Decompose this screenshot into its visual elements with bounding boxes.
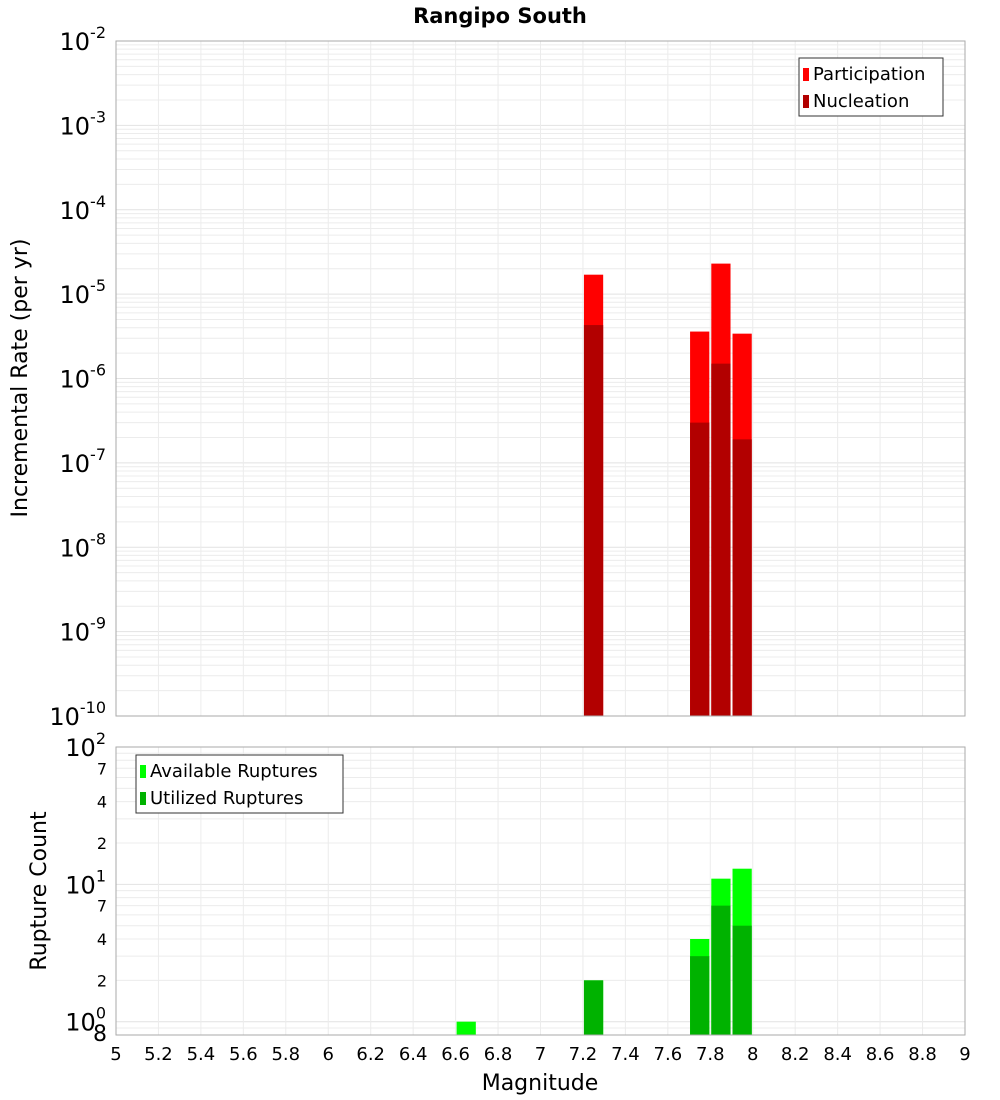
x-tick-label: 8.6: [866, 1044, 895, 1065]
y-tick-label: 102: [65, 729, 106, 762]
x-tick-label: 6.6: [441, 1044, 470, 1065]
legend-label: Participation: [813, 64, 925, 85]
legend-label: Utilized Ruptures: [150, 788, 303, 809]
y-tick-label: 10-4: [60, 192, 107, 225]
x-tick-label: 5.8: [271, 1044, 300, 1065]
x-tick-label: 7.2: [569, 1044, 598, 1065]
x-tick-label: 7.4: [611, 1044, 640, 1065]
count-bar-available-ruptures: [456, 1021, 476, 1035]
legend-swatch: [140, 792, 146, 805]
x-tick-label: 8.8: [908, 1044, 937, 1065]
y-tick-label: 10-6: [60, 361, 107, 394]
plot-frame: [115, 746, 966, 1036]
x-tick-label: 7.6: [654, 1044, 683, 1065]
y-minor-tick-label: 2: [97, 971, 107, 990]
rate-bar-nucleation: [732, 439, 752, 716]
rate-bar-nucleation: [711, 363, 731, 716]
count-bar-utilized-ruptures: [583, 980, 604, 1035]
x-tick-label: 9: [959, 1044, 970, 1065]
x-tick-label: 8.4: [823, 1044, 852, 1065]
y-tick-label: 10-2: [60, 23, 107, 56]
y-tick-label: 10-8: [60, 529, 107, 562]
x-tick-label: 6: [323, 1044, 334, 1065]
y-tick-label: 10-9: [60, 614, 107, 647]
legend-box: [798, 57, 944, 117]
y-minor-tick-label: 7: [97, 897, 107, 916]
legend-label: Available Ruptures: [150, 761, 318, 782]
y-minor-tick-label: 7: [97, 759, 107, 778]
y-tick-label: 10-5: [60, 276, 107, 309]
count-bar-utilized-ruptures: [711, 905, 731, 1035]
rate-bar-nucleation: [583, 325, 604, 716]
y-tick-label: 10-3: [60, 107, 107, 140]
y-minor-tick-label: 4: [97, 793, 107, 812]
chart-title: Rangipo South: [413, 4, 587, 28]
x-tick-label: 8: [747, 1044, 758, 1065]
y-minor-tick-label: 4: [97, 930, 107, 949]
x-tick-label: 8.2: [781, 1044, 810, 1065]
x-tick-label: 7.8: [696, 1044, 725, 1065]
x-tick-label: 5.6: [229, 1044, 258, 1065]
legend-swatch: [140, 765, 146, 778]
legend-swatch: [803, 95, 809, 108]
x-tick-label: 5: [110, 1044, 121, 1065]
legend-label: Nucleation: [813, 91, 909, 112]
y-minor-tick-label: 2: [97, 834, 107, 853]
x-tick-label: 6.4: [399, 1044, 428, 1065]
y-tick-label: 100: [65, 1004, 106, 1037]
y-tick-label: 10-7: [60, 445, 107, 478]
plot-frame: [115, 40, 966, 717]
y-tick-label: 101: [65, 866, 106, 899]
count-bar-utilized-ruptures: [732, 925, 752, 1035]
bottom-y-axis-label: Rupture Count: [27, 811, 52, 971]
x-tick-label: 5.4: [187, 1044, 216, 1065]
count-bar-utilized-ruptures: [690, 956, 710, 1035]
x-tick-label: 5.2: [144, 1044, 173, 1065]
y-tick-label: 10-10: [49, 698, 106, 731]
x-tick-label: 7: [535, 1044, 546, 1065]
x-axis-label: Magnitude: [482, 1071, 599, 1096]
legend-box: [135, 754, 344, 814]
top-y-axis-label: Incremental Rate (per yr): [8, 239, 33, 518]
x-tick-label: 6.8: [484, 1044, 513, 1065]
y-minor-tick-label: 8: [93, 1022, 107, 1047]
rate-bar-nucleation: [690, 422, 710, 716]
legend-swatch: [803, 68, 809, 81]
x-tick-label: 6.2: [356, 1044, 385, 1065]
